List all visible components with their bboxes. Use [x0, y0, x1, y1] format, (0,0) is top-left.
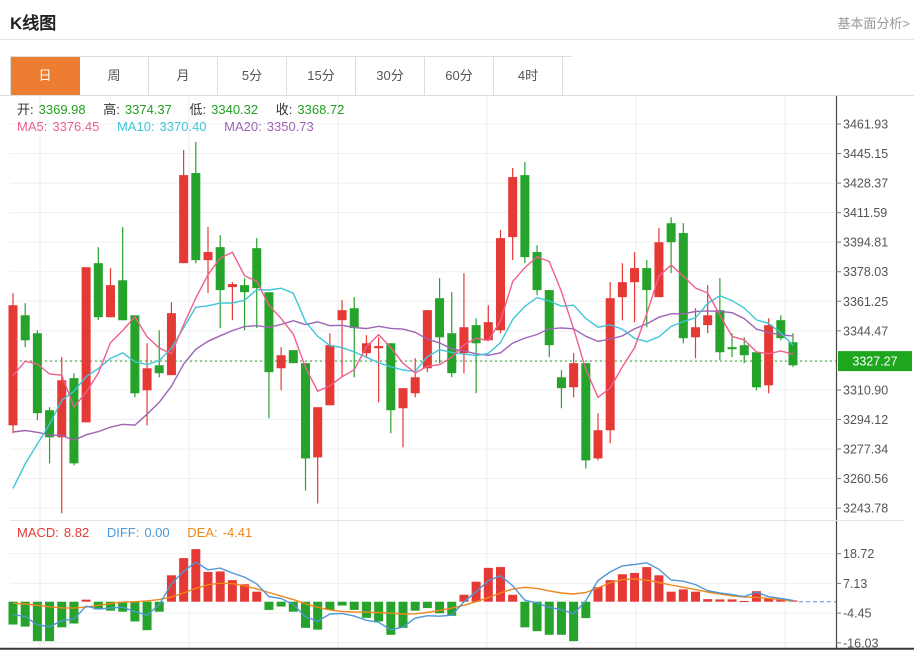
- close-label: 收:: [275, 102, 293, 117]
- ma5-value: 3376.45: [52, 119, 100, 134]
- svg-text:3310.90: 3310.90: [843, 383, 888, 397]
- diff-label: DIFF:: [106, 525, 140, 540]
- diff-value: 0.00: [144, 525, 170, 540]
- ma-readout: MA5: 3376.45 MA10: 3370.40 MA20: 3350.73: [17, 119, 319, 134]
- page-title: K线图: [10, 14, 57, 33]
- high-label: 高:: [103, 102, 120, 117]
- svg-text:18.72: 18.72: [843, 547, 874, 561]
- ma10-value: 3370.40: [159, 119, 207, 134]
- svg-text:3327.27: 3327.27: [852, 355, 897, 369]
- tab-day[interactable]: 日: [11, 57, 80, 95]
- svg-text:3378.03: 3378.03: [843, 265, 888, 279]
- tab-30min[interactable]: 30分: [356, 57, 425, 95]
- svg-text:3260.56: 3260.56: [843, 472, 888, 486]
- svg-text:-4.45: -4.45: [843, 607, 872, 621]
- kline-chart-area[interactable]: [0, 95, 914, 654]
- svg-text:3428.37: 3428.37: [843, 177, 888, 191]
- tab-4hour[interactable]: 4时: [494, 57, 563, 95]
- svg-text:3361.25: 3361.25: [843, 295, 888, 309]
- low-label: 低:: [189, 102, 207, 117]
- tab-week[interactable]: 周: [80, 57, 149, 95]
- open-value: 3369.98: [38, 102, 86, 117]
- header-divider: [0, 39, 914, 40]
- svg-text:3394.81: 3394.81: [843, 236, 888, 250]
- tab-15min[interactable]: 15分: [287, 57, 356, 95]
- dea-value: -4.41: [222, 525, 253, 540]
- ohlc-readout: 开: 3369.98 高: 3374.37 低: 3340.32 收: 3368.72: [17, 99, 349, 118]
- ma10-label: MA10:: [116, 119, 155, 134]
- svg-text:3344.47: 3344.47: [843, 324, 888, 338]
- svg-text:7.13: 7.13: [843, 577, 867, 591]
- fundamental-analysis-link[interactable]: 基本面分析>: [837, 16, 910, 31]
- macd-value: 8.82: [63, 525, 90, 540]
- dea-label: DEA:: [187, 525, 218, 540]
- tab-60min[interactable]: 60分: [425, 57, 494, 95]
- tab-month[interactable]: 月: [149, 57, 218, 95]
- ma20-label: MA20:: [224, 119, 262, 134]
- svg-text:3277.34: 3277.34: [843, 443, 888, 457]
- high-value: 3374.37: [124, 102, 172, 117]
- svg-text:3243.78: 3243.78: [843, 502, 888, 516]
- svg-text:3294.12: 3294.12: [843, 413, 888, 427]
- macd-label: MACD:: [17, 525, 59, 540]
- svg-text:3411.59: 3411.59: [843, 206, 887, 220]
- macd-readout: MACD: 8.82 DIFF: 0.00 DEA: -4.41: [17, 525, 257, 540]
- ma5-label: MA5:: [17, 119, 48, 134]
- svg-text:3461.93: 3461.93: [843, 118, 888, 132]
- tab-5min[interactable]: 5分: [218, 57, 287, 95]
- close-value: 3368.72: [297, 102, 345, 117]
- open-label: 开:: [17, 102, 34, 117]
- svg-text:3445.15: 3445.15: [843, 147, 888, 161]
- low-value: 3340.32: [211, 102, 259, 117]
- interval-tabbar: 日 周 月 5分 15分 30分 60分 4时: [0, 56, 914, 96]
- svg-text:-16.03: -16.03: [843, 636, 878, 650]
- ma20-value: 3350.73: [266, 119, 314, 134]
